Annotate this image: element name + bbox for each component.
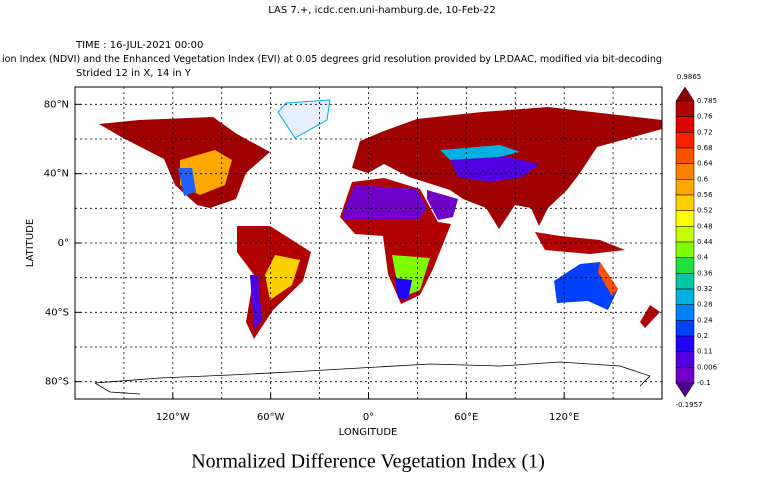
x-axis-label: LONGITUDE: [339, 427, 398, 438]
colorbar-bottom: [675, 382, 695, 398]
colorbar-label: 0.56: [697, 191, 713, 199]
colorbar-label: -0.1: [697, 379, 711, 387]
colorbar-label: 0.6: [697, 175, 709, 183]
colorbar-segment: [675, 210, 695, 227]
colorbar-label: 0.11: [697, 348, 713, 356]
colorbar-segment: [675, 367, 695, 384]
colorbar-segment: [675, 163, 695, 180]
colorbar-segment: [675, 273, 695, 290]
colorbar-max: 0.9865: [677, 73, 702, 81]
greenland: [277, 99, 331, 139]
colorbar-segment: [675, 132, 695, 149]
x-tick-label: 120°W: [156, 412, 190, 423]
y-tick-label: 0°: [58, 238, 69, 249]
colorbar-label: 0.4: [697, 254, 709, 262]
colorbar-label: 0.006: [697, 363, 718, 371]
colorbar-segment: [675, 351, 695, 368]
central-asia: [450, 155, 539, 182]
colorbar-label: 0.48: [697, 222, 713, 230]
x-tick-label: 60°E: [454, 412, 478, 423]
colorbar-label: 0.785: [697, 97, 717, 105]
description: ion Index (NDVI) and the Enhanced Vegeta…: [2, 54, 662, 65]
y-tick-label: 40°S: [45, 307, 69, 318]
kalahari: [395, 278, 412, 300]
colorbar-segment: [675, 194, 695, 211]
land: [94, 99, 662, 395]
colorbar-label: 0.52: [697, 207, 713, 215]
sahara: [343, 185, 427, 219]
colorbar-segment: [675, 116, 695, 133]
na-west: [178, 168, 196, 196]
antarctica-coast: [94, 361, 651, 395]
steppe: [440, 145, 520, 160]
colorbar-segment: [675, 226, 695, 243]
colorbar-segment: [675, 147, 695, 164]
colorbar-segment: [675, 304, 695, 321]
colorbar-segment: [675, 288, 695, 305]
colorbar-label: 0.68: [697, 144, 713, 152]
x-tick-label: 120°E: [549, 412, 579, 423]
colorbar-segment: [675, 257, 695, 274]
colorbar-segment: [675, 320, 695, 337]
colorbar-label: 0.76: [697, 113, 713, 121]
new-zealand: [640, 305, 660, 328]
colorbar-label: 0.24: [697, 316, 713, 324]
stride-line: Strided 12 in X, 14 in Y: [76, 68, 192, 79]
map-title: Normalized Difference Vegetation Index (…: [191, 451, 545, 473]
source-line: LAS 7.+, icdc.cen.uni-hamburg.de, 10-Feb…: [268, 5, 496, 16]
colorbar-segment: [675, 335, 695, 352]
colorbar-label: 0.32: [697, 285, 713, 293]
colorbar-label: 0.36: [697, 269, 713, 277]
y-tick-label: 40°N: [44, 169, 69, 180]
sa-inner: [265, 255, 300, 300]
sa-andes: [250, 275, 262, 330]
y-tick-label: 80°N: [44, 99, 69, 110]
x-tick-label: 60°W: [257, 412, 285, 423]
colorbar-label: 0.28: [697, 301, 713, 309]
colorbar-label: 0.64: [697, 160, 713, 168]
x-tick-label: 0°: [363, 412, 374, 423]
colorbar-label: 0.44: [697, 238, 713, 246]
colorbar-min: -0.1957: [675, 401, 702, 409]
y-axis-label: LATITUDE: [25, 219, 36, 267]
colorbar-label: 0.2: [697, 332, 708, 340]
colorbar-segment: [675, 241, 695, 258]
y-tick-label: 80°S: [45, 377, 69, 388]
colorbar-segment: [675, 179, 695, 196]
colorbar-segment: [675, 100, 695, 117]
arabia: [427, 190, 458, 220]
time-line: TIME : 16-JUL-2021 00:00: [75, 40, 203, 51]
colorbar-label: 0.72: [697, 128, 713, 136]
colorbar-top: [675, 86, 695, 102]
